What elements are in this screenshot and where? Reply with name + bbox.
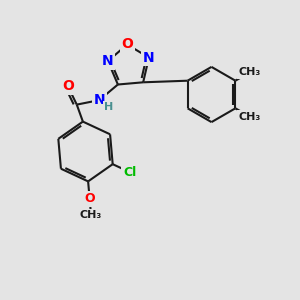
Text: H: H [104, 102, 113, 112]
Text: N: N [94, 93, 105, 107]
Text: O: O [84, 192, 95, 205]
Text: Cl: Cl [123, 166, 136, 178]
Text: CH₃: CH₃ [238, 112, 261, 122]
Text: N: N [143, 51, 155, 64]
Text: O: O [121, 38, 133, 52]
Text: O: O [62, 79, 74, 93]
Text: N: N [102, 54, 114, 68]
Text: CH₃: CH₃ [80, 210, 102, 220]
Text: CH₃: CH₃ [238, 68, 261, 77]
